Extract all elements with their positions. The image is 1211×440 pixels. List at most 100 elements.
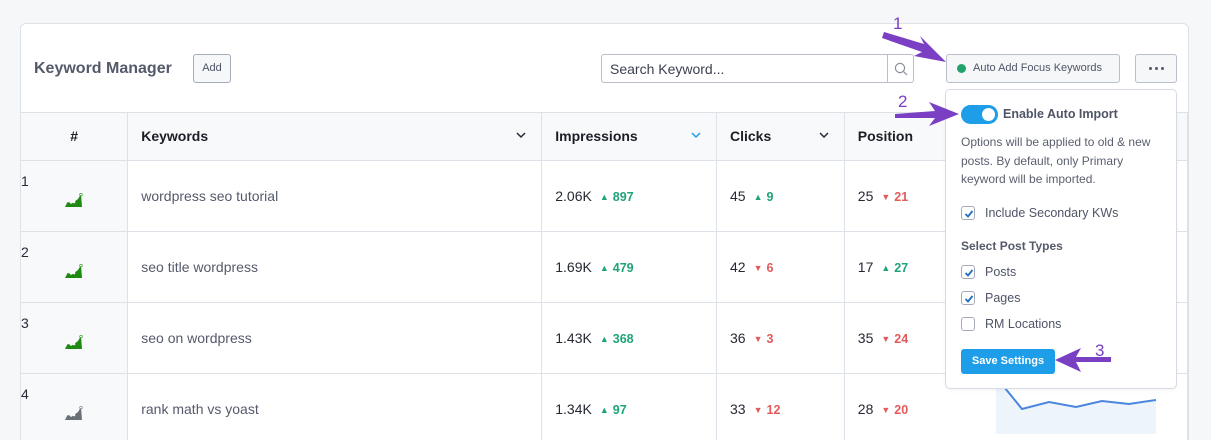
annotation-arrow-icon: [1055, 348, 1111, 372]
impressions-value: 1.34K: [555, 400, 592, 417]
keyword-cell[interactable]: rank math vs yoast: [127, 373, 543, 440]
chevron-down-icon[interactable]: [690, 131, 702, 139]
post-types-heading: Select Post Types: [961, 239, 1063, 253]
search-button[interactable]: [887, 55, 913, 82]
impressions-cell: 2.06K ▲ 897: [541, 160, 717, 232]
row-index: 2: [21, 243, 29, 260]
checkbox-label: RM Locations: [985, 317, 1062, 331]
dot-icon: [1154, 67, 1158, 70]
impressions-delta: ▲ 479: [600, 261, 634, 275]
delta-value: 897: [612, 189, 634, 204]
impressions-delta: ▲ 368: [600, 332, 634, 346]
triangle-down-icon: ▼: [881, 333, 891, 344]
position-delta: ▼ 20: [881, 403, 908, 417]
position-value: 25: [857, 187, 874, 204]
column-header-impressions[interactable]: Impressions: [541, 113, 717, 161]
clicks-value: 45: [730, 187, 746, 204]
row-index: 1: [21, 172, 29, 189]
save-settings-button[interactable]: Save Settings: [961, 349, 1055, 374]
clicks-cell: 36 ▼ 3: [716, 302, 845, 374]
keyword-cell[interactable]: seo on wordpress: [127, 302, 543, 374]
column-header-index: #: [21, 113, 129, 161]
checkbox-unchecked[interactable]: [961, 317, 975, 331]
triangle-down-icon: ▼: [753, 333, 763, 344]
checkbox-checked[interactable]: [961, 265, 975, 279]
triangle-up-icon: ▲: [599, 333, 609, 344]
trend-neutral-icon: [65, 405, 83, 420]
trend-up-icon: [65, 192, 83, 207]
clicks-cell: 42 ▼ 6: [716, 231, 845, 303]
checkmark-icon: [964, 295, 974, 303]
impressions-delta: ▲ 97: [600, 403, 627, 417]
clicks-value: 42: [730, 258, 746, 275]
impressions-cell: 1.69K ▲ 479: [541, 231, 717, 303]
trend-up-icon: [65, 334, 83, 349]
delta-value: 21: [894, 189, 909, 204]
post-type-posts-checkbox[interactable]: Posts: [961, 264, 1016, 280]
position-value: 28: [857, 400, 874, 417]
auto-import-popover: Enable Auto Import Options will be appli…: [945, 89, 1177, 389]
position-delta: ▲ 27: [881, 261, 908, 275]
popover-description: Options will be applied to old & new pos…: [961, 135, 1151, 186]
column-header-keywords[interactable]: Keywords: [127, 113, 543, 161]
column-label: Position: [857, 128, 914, 145]
annotation-label-2: 2: [898, 92, 908, 111]
row-index: 4: [21, 385, 29, 402]
row-index-cell: 3: [21, 302, 129, 374]
triangle-down-icon: ▼: [881, 404, 891, 415]
toggle-label: Enable Auto Import: [1003, 107, 1118, 121]
triangle-up-icon: ▲: [599, 191, 609, 202]
row-index-cell: 2: [21, 231, 129, 303]
add-keyword-button[interactable]: Add: [193, 54, 231, 83]
chevron-down-icon[interactable]: [818, 131, 830, 139]
position-sparkline: [996, 376, 1157, 434]
dot-icon: [1160, 67, 1164, 70]
post-type-pages-checkbox[interactable]: Pages: [961, 290, 1020, 306]
trend-up-icon: [65, 263, 83, 278]
checkmark-icon: [964, 210, 974, 218]
impressions-value: 2.06K: [555, 187, 592, 204]
annotation-arrow-icon: [895, 102, 959, 126]
row-index-cell: 4: [21, 373, 129, 440]
search-box: [601, 54, 914, 83]
checkbox-label: Pages: [985, 291, 1021, 305]
position-value: 17: [857, 258, 874, 275]
triangle-down-icon: ▼: [881, 191, 891, 202]
column-header-clicks[interactable]: Clicks: [716, 113, 845, 161]
status-dot-icon: [957, 64, 966, 73]
impressions-value: 1.43K: [555, 329, 592, 346]
chevron-down-icon[interactable]: [515, 131, 527, 139]
delta-value: 368: [612, 331, 634, 346]
clicks-delta: ▼ 12: [754, 403, 781, 417]
checkbox-checked[interactable]: [961, 206, 975, 220]
impressions-cell: 1.34K ▲ 97: [541, 373, 717, 440]
delta-value: 20: [894, 402, 909, 417]
delta-value: 479: [612, 260, 634, 275]
clicks-delta: ▲ 9: [754, 190, 774, 204]
delta-value: 24: [894, 331, 909, 346]
impressions-value: 1.69K: [555, 258, 592, 275]
keyword-cell[interactable]: wordpress seo tutorial: [127, 160, 543, 232]
keyword-cell[interactable]: seo title wordpress: [127, 231, 543, 303]
table-row[interactable]: 3 seo on wordpress 1.43K ▲ 368 36 ▼ 3 35 ▼ 24: [21, 302, 1188, 374]
page-title: Keyword Manager: [34, 60, 172, 77]
search-input[interactable]: [602, 55, 890, 82]
column-label: Impressions: [555, 128, 638, 145]
clicks-value: 36: [730, 329, 746, 346]
clicks-delta: ▼ 3: [754, 332, 774, 346]
include-secondary-kws-checkbox[interactable]: Include Secondary KWs: [961, 205, 1118, 221]
annotation-label-3: 3: [1095, 341, 1105, 360]
checkbox-label: Posts: [985, 265, 1017, 279]
checkmark-icon: [964, 269, 974, 277]
more-options-button[interactable]: [1135, 54, 1177, 83]
post-type-rm-locations-checkbox[interactable]: RM Locations: [961, 316, 1061, 332]
delta-value: 97: [612, 402, 627, 417]
triangle-down-icon: ▼: [753, 262, 763, 273]
auto-add-focus-keywords-button[interactable]: Auto Add Focus Keywords: [946, 54, 1120, 83]
checkbox-checked[interactable]: [961, 291, 975, 305]
position-delta: ▼ 24: [881, 332, 908, 346]
enable-auto-import-toggle[interactable]: [961, 105, 998, 124]
delta-value: 3: [766, 331, 774, 346]
delta-value: 9: [766, 189, 774, 204]
triangle-up-icon: ▲: [599, 262, 609, 273]
